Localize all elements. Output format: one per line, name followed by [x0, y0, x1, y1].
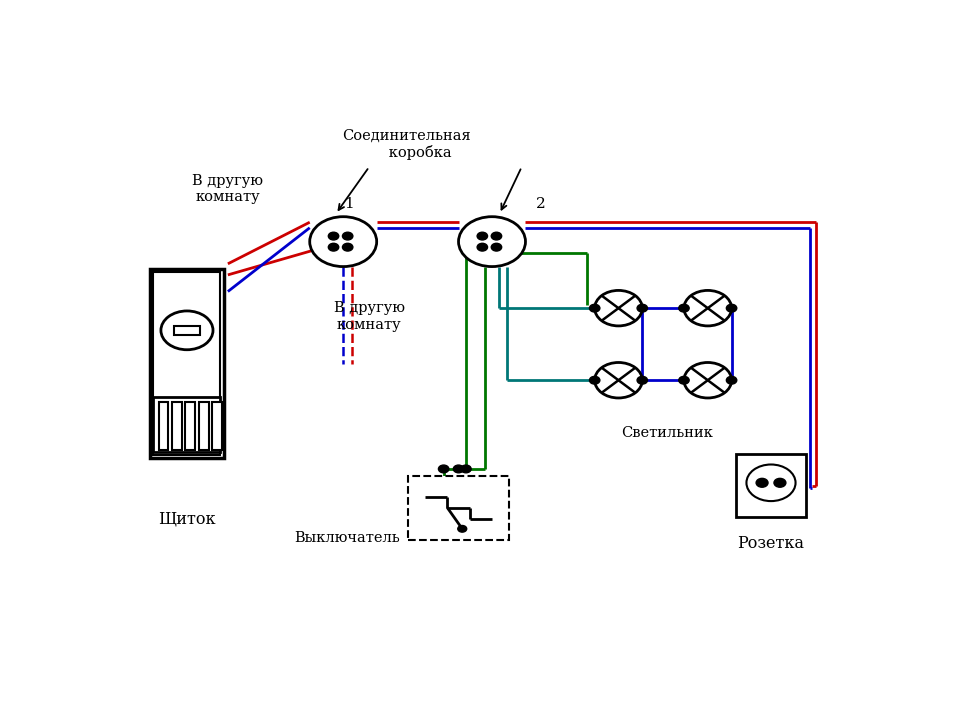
Circle shape — [492, 233, 502, 240]
Circle shape — [679, 377, 689, 384]
Circle shape — [161, 311, 213, 350]
Bar — [150, 269, 225, 458]
Circle shape — [328, 243, 339, 251]
Text: Щиток: Щиток — [158, 510, 216, 527]
Circle shape — [477, 243, 488, 251]
Circle shape — [774, 478, 786, 487]
Circle shape — [310, 217, 376, 266]
Circle shape — [439, 465, 449, 473]
Circle shape — [747, 464, 796, 501]
Bar — [408, 476, 509, 539]
Circle shape — [459, 217, 525, 266]
Text: 2: 2 — [536, 197, 545, 212]
Bar — [172, 402, 181, 449]
Circle shape — [637, 305, 647, 312]
Bar — [158, 402, 168, 449]
Circle shape — [343, 233, 353, 240]
Text: В другую
комнату: В другую комнату — [334, 302, 405, 332]
Circle shape — [458, 526, 467, 532]
Bar — [185, 402, 195, 449]
Circle shape — [684, 290, 732, 326]
Circle shape — [589, 305, 600, 312]
Text: Соединительная
      коробка: Соединительная коробка — [342, 129, 470, 161]
Circle shape — [492, 243, 502, 251]
Bar — [212, 402, 222, 449]
Text: В другую
комнату: В другую комнату — [192, 174, 263, 204]
Circle shape — [477, 233, 488, 240]
Circle shape — [453, 465, 464, 473]
Circle shape — [461, 465, 471, 473]
Bar — [735, 454, 806, 518]
Circle shape — [328, 233, 339, 240]
Text: Розетка: Розетка — [737, 535, 804, 552]
Text: Светильник: Светильник — [621, 426, 712, 440]
Bar — [154, 272, 221, 455]
Circle shape — [594, 290, 642, 326]
Text: Выключатель: Выключатель — [294, 531, 399, 545]
Bar — [174, 326, 201, 335]
Circle shape — [343, 243, 353, 251]
Circle shape — [594, 362, 642, 398]
Text: 1: 1 — [345, 197, 354, 212]
Circle shape — [727, 305, 736, 312]
Circle shape — [727, 377, 736, 384]
Bar — [199, 402, 208, 449]
Circle shape — [637, 377, 647, 384]
Bar — [154, 397, 221, 452]
Circle shape — [589, 377, 600, 384]
Circle shape — [684, 362, 732, 398]
Circle shape — [679, 305, 689, 312]
Circle shape — [756, 478, 768, 487]
